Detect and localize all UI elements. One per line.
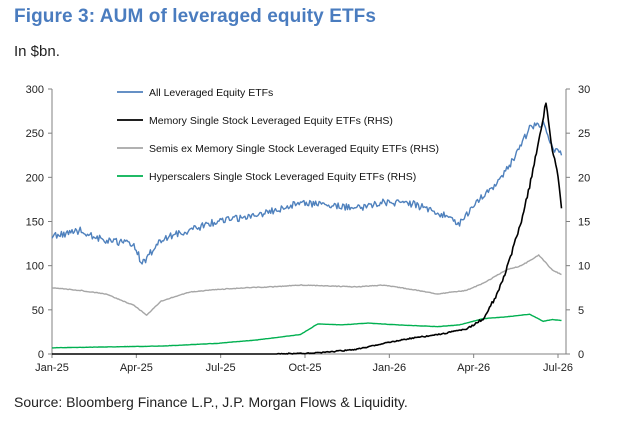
y-left-tick-label: 0 bbox=[38, 349, 44, 361]
x-tick-label: Jul-25 bbox=[206, 362, 236, 374]
x-tick-label: Apr-26 bbox=[457, 362, 490, 374]
x-tick-label: Jul-26 bbox=[543, 362, 573, 374]
y-left-tick-label: 50 bbox=[32, 305, 44, 317]
y-right-tick-label: 10 bbox=[578, 261, 590, 273]
x-tick-label: Jan-26 bbox=[373, 362, 407, 374]
legend-label-1: Memory Single Stock Leveraged Equity ETF… bbox=[149, 115, 393, 127]
y-right-tick-label: 30 bbox=[578, 84, 590, 96]
y-left-tick-label: 250 bbox=[26, 128, 44, 140]
x-tick-label: Jan-25 bbox=[35, 362, 69, 374]
y-left-tick-label: 100 bbox=[26, 261, 44, 273]
y-left-tick-label: 150 bbox=[26, 217, 44, 229]
y-right-tick-label: 20 bbox=[578, 172, 590, 184]
y-left-tick-label: 200 bbox=[26, 172, 44, 184]
legend-label-0: All Leveraged Equity ETFs bbox=[149, 87, 273, 99]
series-line-3 bbox=[51, 313, 562, 349]
series-layer bbox=[51, 102, 563, 355]
y-right-tick-label: 0 bbox=[578, 349, 584, 361]
y-right-tick-label: 5 bbox=[578, 305, 584, 317]
source-note: Source: Bloomberg Finance L.P., J.P. Mor… bbox=[14, 394, 408, 410]
x-tick-label: Apr-25 bbox=[120, 362, 153, 374]
series-line-2 bbox=[51, 254, 562, 316]
y-right-tick-label: 25 bbox=[578, 128, 590, 140]
x-tick-label: Oct-25 bbox=[288, 362, 321, 374]
series-line-0 bbox=[51, 120, 563, 265]
legend: All Leveraged Equity ETFs Memory Single S… bbox=[117, 87, 439, 183]
legend-label-2: Semis ex Memory Single Stock Leveraged E… bbox=[149, 143, 439, 155]
y-left-tick-label: 300 bbox=[26, 84, 44, 96]
figure-title: Figure 3: AUM of leveraged equity ETFs bbox=[14, 6, 377, 27]
figure-subtitle: In $bn. bbox=[14, 43, 60, 60]
y-right-tick-label: 15 bbox=[578, 217, 590, 229]
legend-label-3: Hyperscalers Single Stock Leveraged Equi… bbox=[149, 171, 416, 183]
series-line-1 bbox=[52, 102, 563, 355]
